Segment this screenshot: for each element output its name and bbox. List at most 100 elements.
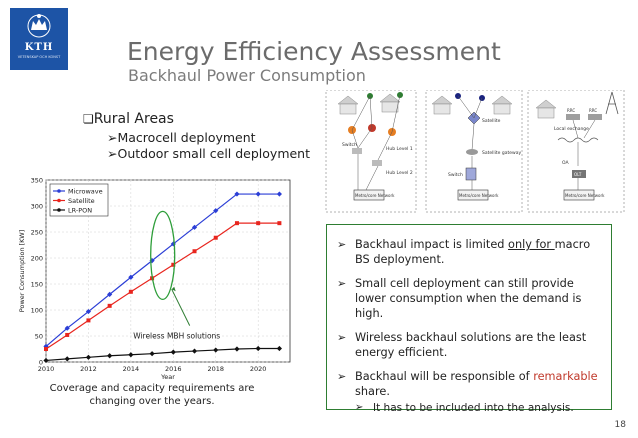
legend-label: Satellite bbox=[68, 197, 95, 205]
y-tick-label: 200 bbox=[31, 255, 43, 263]
arrow-bullet-icon: ➢ bbox=[337, 370, 347, 383]
logo-subtext: VETENSKAP OCH KONST bbox=[17, 55, 61, 59]
satellite-panel: Satellite Satellite gateway Switch Metro… bbox=[425, 90, 523, 213]
sub-bullet-macrocell-text: Macrocell deployment bbox=[117, 130, 256, 145]
conclusion-4-pre: Backhaul will be responsible of bbox=[355, 370, 534, 383]
x-tick-label: 2010 bbox=[38, 365, 55, 373]
sub-bullet-macrocell: ➢Macrocell deployment bbox=[107, 130, 310, 146]
logo-text: KTH bbox=[24, 42, 54, 53]
data-point bbox=[85, 354, 92, 360]
y-tick-label: 150 bbox=[31, 281, 43, 289]
bullet-list: ❏Rural Areas ➢Macrocell deployment ➢Outd… bbox=[83, 111, 310, 162]
series-line-microwave bbox=[45, 193, 280, 347]
data-point bbox=[276, 345, 282, 352]
kth-logo: KTH VETENSKAP OCH KONST bbox=[10, 8, 68, 70]
data-point bbox=[191, 224, 198, 230]
sub-bullet-smallcell: ➢Outdoor small cell deployment bbox=[107, 146, 310, 162]
power-consumption-chart: 0 50 100 150 200 250 300 350 2010 2012 2014 2016 201… bbox=[18, 177, 291, 381]
arrow-bullet-icon: ➢ bbox=[355, 402, 364, 413]
conclusion-subitem: ➢ It has to be included into the analysi… bbox=[337, 401, 601, 415]
x-tick-label: 2018 bbox=[207, 365, 224, 373]
data-point bbox=[234, 221, 239, 226]
data-point bbox=[44, 347, 48, 351]
data-point bbox=[128, 289, 133, 294]
crown-icon bbox=[27, 14, 51, 38]
data-point bbox=[234, 191, 240, 197]
conclusion-3-text: Wireless backhaul solutions are the leas… bbox=[355, 331, 587, 359]
microwave-panel: Hub Level 1 Hub Level 2 Switch Metro/cor… bbox=[325, 90, 417, 213]
page-number: 18 bbox=[614, 420, 626, 430]
slide-subtitle: Backhaul Power Consumption bbox=[128, 66, 366, 85]
data-point bbox=[128, 352, 134, 358]
conclusion-item-3: ➢ Wireless backhaul solutions are the le… bbox=[337, 330, 601, 360]
legend-label: Microwave bbox=[68, 187, 103, 195]
conclusion-item-1: ➢ Backhaul impact is limited only for ma… bbox=[337, 237, 601, 267]
label-hub-1: Hub Level 1 bbox=[386, 146, 413, 152]
slide-title: Energy Efficiency Assessment bbox=[127, 37, 501, 66]
y-tick-label: 0 bbox=[39, 359, 43, 367]
legend-marker bbox=[57, 198, 61, 203]
data-point bbox=[107, 353, 113, 359]
conclusion-2-text: Small cell deployment can still provide … bbox=[355, 277, 582, 320]
data-point bbox=[43, 357, 49, 364]
check-arrow-icon: ➢ bbox=[107, 130, 118, 145]
annotation-label: Wireless MBH solutions bbox=[133, 332, 220, 341]
data-point bbox=[191, 348, 198, 354]
conclusion-item-4: ➢ Backhaul will be responsible of remark… bbox=[337, 369, 601, 399]
data-point bbox=[276, 191, 282, 197]
label-oa: OA bbox=[562, 160, 569, 166]
data-point bbox=[65, 332, 70, 337]
data-point bbox=[86, 318, 91, 323]
data-point bbox=[149, 351, 155, 357]
y-tick-label: 250 bbox=[31, 229, 43, 237]
series-line-lr-pon bbox=[45, 347, 280, 362]
conclusion-item-2: ➢ Small cell deployment can still provid… bbox=[337, 276, 601, 321]
data-point bbox=[213, 235, 218, 240]
arrow-bullet-icon: ➢ bbox=[337, 277, 347, 290]
y-tick-label: 50 bbox=[35, 333, 43, 341]
y-tick-label: 100 bbox=[31, 307, 43, 315]
label-switch-left: Switch bbox=[342, 142, 357, 148]
annotation-arrow bbox=[171, 288, 191, 326]
legend-marker bbox=[57, 189, 61, 193]
sub-bullet-smallcell-text: Outdoor small cell deployment bbox=[117, 146, 311, 161]
highlight-ellipse bbox=[150, 210, 176, 301]
label-hub-2: Hub Level 2 bbox=[386, 170, 413, 176]
conclusion-4-highlight: remarkable bbox=[533, 370, 598, 383]
conclusion-1-pre: Backhaul impact is limited bbox=[355, 238, 509, 251]
arrow-bullet-icon: ➢ bbox=[337, 238, 347, 251]
label-local-exchange: Local exchange bbox=[554, 126, 589, 132]
check-arrow-icon: ➢ bbox=[107, 146, 118, 161]
label-rrc-2: RRC bbox=[589, 108, 597, 113]
y-tick-label: 350 bbox=[31, 177, 43, 185]
data-point bbox=[64, 325, 70, 331]
label-metro-right: Metro/core Network bbox=[565, 193, 605, 198]
conclusion-subitem-text: It has to be included into the analysis. bbox=[373, 402, 574, 414]
checkbox-bullet-icon: ❏ bbox=[83, 112, 94, 126]
y-axis-label: Power Consumption [KW] bbox=[18, 230, 26, 312]
bullet-rural: ❏Rural Areas bbox=[83, 111, 310, 127]
data-point bbox=[107, 303, 112, 308]
label-satellite: Satellite bbox=[482, 118, 501, 124]
label-metro-left: Metro/core Network bbox=[355, 193, 395, 198]
data-point bbox=[256, 221, 261, 226]
conclusion-4-post: share. bbox=[355, 385, 390, 398]
x-tick-label: 2020 bbox=[250, 365, 267, 373]
series-line-satellite bbox=[45, 222, 280, 350]
y-tick-label: 300 bbox=[31, 203, 43, 211]
data-point bbox=[171, 262, 176, 267]
label-switch-middle: Switch bbox=[448, 172, 463, 178]
label-satellite-gateway: Satellite gateway bbox=[482, 150, 521, 156]
x-tick-label: 2012 bbox=[80, 365, 97, 373]
conclusions-box: ➢ Backhaul impact is limited only for ma… bbox=[326, 224, 612, 414]
annotation-arrowhead bbox=[171, 286, 176, 292]
x-axis-label: Year bbox=[160, 373, 175, 381]
arrow-bullet-icon: ➢ bbox=[337, 331, 347, 344]
conclusion-1-post: macro BS deployment. bbox=[355, 238, 591, 266]
label-olt: OLT bbox=[574, 172, 582, 177]
data-point bbox=[234, 346, 240, 352]
lr-pon-panel: RRC RRC Local exchange OLT Metro/core Ne… bbox=[527, 90, 625, 213]
label-rrc-1: RRC bbox=[567, 108, 575, 113]
data-point bbox=[170, 349, 176, 355]
x-tick-label: 2016 bbox=[165, 365, 182, 373]
